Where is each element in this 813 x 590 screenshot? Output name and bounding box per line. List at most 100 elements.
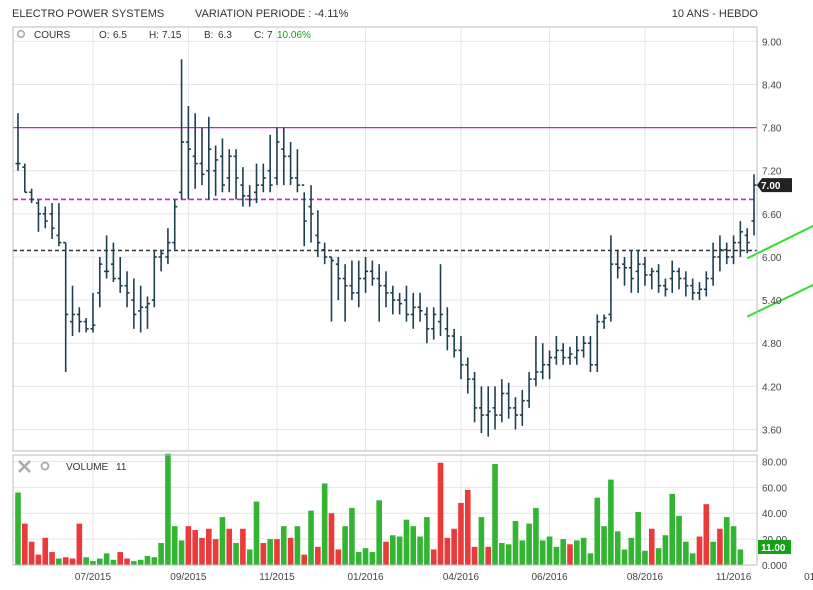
ohlc-bar: [526, 371, 532, 408]
ohlc-bar: [63, 241, 69, 372]
close-icon[interactable]: [18, 460, 31, 473]
volume-tick-label: 60.00: [762, 483, 787, 494]
volume-bar: [478, 517, 485, 565]
volume-bar: [567, 544, 573, 565]
ohlc-bar: [308, 185, 314, 243]
svg-text:O:: O:: [99, 30, 110, 41]
volume-bar: [165, 453, 171, 565]
x-tick-label: 01/2016: [347, 572, 384, 583]
ohlc-bar: [219, 138, 225, 193]
volume-bar: [117, 552, 124, 565]
volume-bar: [608, 479, 614, 565]
gear-icon[interactable]: [16, 29, 26, 39]
svg-text:11.00: 11.00: [761, 543, 786, 554]
volume-bar: [717, 528, 723, 565]
volume-bar: [206, 528, 212, 565]
volume-bar: [505, 544, 512, 565]
volume-bar: [131, 561, 137, 565]
ohlc-bar: [83, 318, 89, 333]
volume-bar: [369, 552, 376, 565]
ohlc-bar: [485, 386, 491, 437]
ohlc-bar: [322, 242, 328, 265]
volume-bar: [512, 521, 519, 565]
ohlc-bar: [696, 282, 702, 301]
ohlc-bar: [158, 249, 164, 272]
volume-bar: [553, 546, 560, 565]
ohlc-bar: [737, 221, 743, 257]
ohlc-bar: [533, 336, 539, 387]
volume-bar: [403, 519, 410, 565]
ohlc-bar: [424, 307, 430, 344]
svg-text:C:: C:: [254, 30, 264, 41]
volume-bar: [430, 549, 437, 565]
ohlc-bar: [540, 343, 546, 380]
variation-label: VARIATION PERIODE : -4.11%: [195, 8, 349, 20]
ohlc-bar: [567, 346, 573, 365]
ohlc-bar: [492, 386, 498, 430]
ohlc-bar: [90, 292, 96, 333]
ohlc-bar: [444, 307, 450, 351]
volume-bar: [335, 549, 342, 565]
volume-bar: [737, 549, 744, 565]
volume-bar: [689, 553, 696, 565]
volume-bar: [137, 559, 144, 565]
ohlc-bar: [138, 285, 144, 333]
volume-bar: [342, 526, 348, 565]
volume-bar: [349, 508, 355, 565]
volume-bar: [580, 537, 587, 565]
ohlc-bar: [281, 127, 287, 186]
ohlc-bar: [315, 210, 321, 257]
gear-icon[interactable]: [40, 461, 50, 471]
volume-tick-label: 80.00: [762, 457, 787, 468]
high-value: 7.15: [162, 30, 182, 41]
ohlc-bar: [294, 149, 300, 193]
volume-bar: [362, 548, 369, 565]
volume-bar: [15, 492, 21, 565]
volume-bar: [396, 536, 403, 565]
ohlc-bar: [751, 174, 757, 236]
ohlc-bar: [451, 328, 457, 358]
ohlc-bar: [656, 264, 662, 293]
volume-bar: [437, 462, 444, 565]
volume-bar: [267, 539, 273, 565]
price-last-badge: 7.00: [757, 178, 792, 193]
ohlc-bar: [622, 256, 628, 286]
close-value: 7: [267, 30, 273, 41]
ohlc-bar: [301, 184, 307, 247]
volume-bar: [464, 489, 471, 565]
volume-bar: [471, 546, 478, 565]
ohlc-bar: [628, 249, 634, 293]
volume-bar: [628, 537, 635, 565]
ohlc-bar: [512, 397, 518, 430]
close-change: 10.06%: [277, 30, 311, 41]
ohlc-bar: [458, 336, 464, 380]
volume-bar: [240, 528, 246, 565]
ohlc-bar: [369, 260, 375, 286]
x-tick-label: 04/2016: [443, 572, 480, 583]
trend-line: [746, 283, 813, 318]
ohlc-bar: [703, 271, 709, 297]
price-tick-label: 7.20: [762, 167, 782, 178]
ohlc-bar: [29, 188, 35, 204]
volume-last-badge: 11.00: [758, 540, 791, 554]
ohlc-bar: [56, 203, 62, 247]
volume-bar: [308, 510, 314, 565]
volume-bar: [499, 543, 505, 565]
volume-bar: [533, 508, 539, 565]
ohlc-bar: [683, 271, 689, 297]
ohlc-bar: [690, 278, 696, 301]
ohlc-bar: [35, 199, 41, 232]
volume-bar: [90, 561, 96, 565]
ohlc-bar: [76, 307, 82, 333]
price-panel-name: COURS: [34, 30, 70, 41]
volume-bar: [233, 543, 239, 565]
volume-bar: [519, 540, 526, 565]
price-tick-label: 9.00: [762, 37, 782, 48]
ohlc-bar: [642, 256, 648, 286]
volume-bar: [451, 528, 457, 565]
volume-bar: [621, 549, 628, 565]
svg-text:7.00: 7.00: [761, 181, 781, 192]
volume-bar: [35, 554, 42, 565]
ohlc-bar: [328, 256, 334, 322]
